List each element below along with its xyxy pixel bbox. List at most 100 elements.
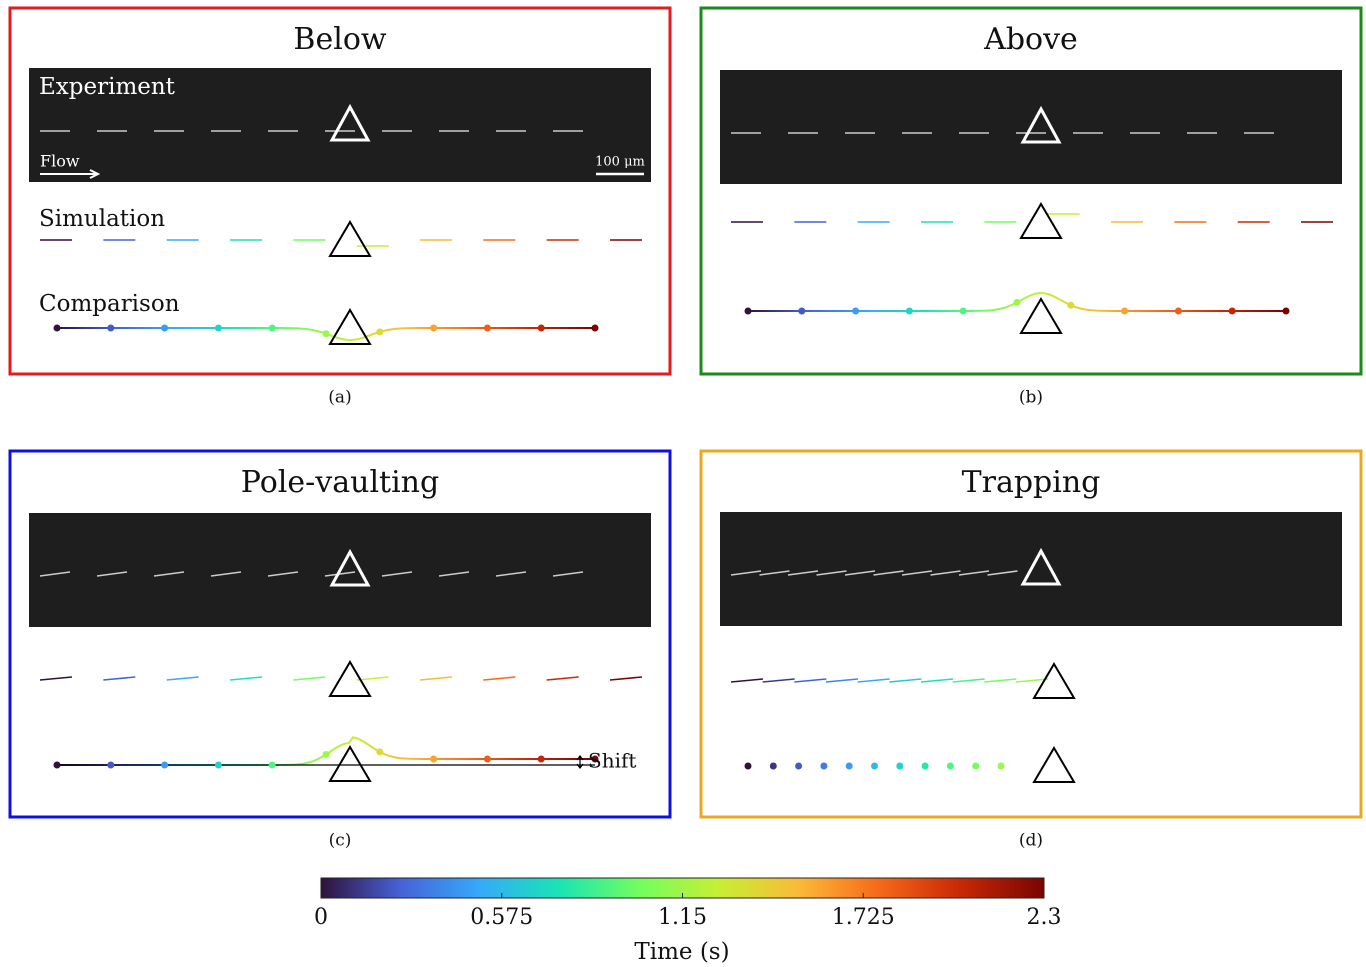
trajectory-point (1174, 307, 1182, 315)
trajectory-point (214, 324, 222, 332)
trajectory-point (537, 755, 545, 763)
trajectory-point (959, 307, 967, 315)
trajectory-point (268, 324, 276, 332)
fibre-sim (166, 676, 199, 681)
flow-label: Flow (40, 152, 80, 171)
obstacle (1032, 746, 1076, 783)
trajectory-point (322, 330, 330, 338)
fibre-sim (952, 678, 985, 683)
panel-title: Below (293, 22, 386, 57)
obstacle (1032, 662, 1076, 699)
fibre-sim (984, 678, 1017, 683)
trajectory-point (591, 324, 599, 332)
panel-frame (699, 449, 1363, 819)
fibre-image (381, 571, 413, 577)
obstacle (329, 548, 371, 587)
trajectory-point (161, 324, 169, 332)
fibre-image (210, 571, 242, 577)
trajectory-point (483, 324, 491, 332)
trajectory-point (852, 307, 860, 315)
panel: Pole-vaulting Shift (8, 449, 672, 819)
fibre-sim (857, 678, 890, 683)
fibre-sim (920, 678, 954, 683)
trajectory-point (537, 324, 545, 332)
trajectory-point (820, 762, 828, 770)
colorbar-label: Time (s) (634, 939, 729, 965)
trajectory-point (161, 761, 169, 769)
fibre-image (730, 570, 762, 576)
trajectory-point (871, 762, 878, 770)
fibre-image (552, 571, 584, 577)
fibre-sim (730, 678, 764, 683)
trajectory-point (591, 755, 599, 763)
fibre-image (438, 571, 470, 577)
shift-label: Shift (588, 749, 636, 773)
fibre-sim (794, 678, 827, 683)
fibre-image (495, 571, 527, 577)
fibre-sim (419, 676, 453, 681)
fibre-sim (229, 676, 263, 681)
flow-arrow (40, 169, 101, 179)
trajectory-point (107, 324, 115, 332)
fibre-image (39, 571, 71, 577)
fibre-image (96, 571, 128, 577)
trajectory-point (795, 762, 803, 770)
row-label: Comparison (39, 291, 180, 317)
trajectory-point (214, 761, 222, 769)
trajectory-point (430, 324, 438, 332)
obstacle (328, 660, 372, 697)
trajectory-point (798, 307, 806, 315)
trajectory-point (53, 324, 61, 332)
fibre-sim (103, 676, 136, 681)
obstacle (328, 745, 372, 782)
trajectory-point (107, 761, 115, 769)
panel-title: Pole-vaulting (241, 465, 439, 500)
fibre-sim (889, 678, 922, 683)
panel-frame (699, 6, 1363, 376)
panel-frame (8, 6, 672, 376)
colorbar-tick-label: 1.725 (832, 905, 895, 930)
panel: Trapping (699, 449, 1363, 819)
trajectory-point (322, 750, 330, 758)
fibre-image (987, 570, 1018, 576)
trajectory-point (905, 307, 913, 315)
colorbar-tick-label: 0.575 (470, 905, 533, 930)
fibre-image (324, 571, 356, 577)
trajectory-point (972, 762, 980, 770)
obstacle (329, 103, 371, 142)
trajectory-point (430, 755, 438, 763)
trajectory-point (1067, 301, 1075, 309)
fibre-image (267, 571, 299, 577)
panel-title: Above (983, 22, 1078, 57)
obstacle (1020, 547, 1062, 586)
trajectory-point (483, 755, 491, 763)
fibre-image (153, 571, 185, 577)
fibre-image (787, 570, 819, 576)
colorbar-tick-label: 1.15 (658, 905, 707, 930)
fibre-sim (39, 676, 73, 681)
trajectory-point (1013, 298, 1021, 306)
fibre-image (844, 570, 876, 576)
trajectory-point (1282, 307, 1290, 315)
fibre-sim (356, 676, 389, 681)
fibre-image (958, 570, 990, 576)
panel-caption: (c) (329, 831, 352, 851)
trajectory-point (376, 328, 384, 336)
fibre-sim (1015, 678, 1049, 683)
fibre-image (873, 570, 904, 576)
fibre-sim (825, 678, 859, 683)
trajectory-point (896, 762, 904, 770)
fibre-sim (609, 676, 643, 681)
fibre-image (930, 570, 961, 576)
obstacle (328, 220, 372, 257)
trajectory-point (997, 762, 1005, 770)
trajectory-point (744, 762, 752, 770)
trajectory-point (1228, 307, 1236, 315)
fibre-sim (546, 676, 579, 681)
trajectory-point (946, 762, 954, 770)
panel-caption: (d) (1019, 831, 1043, 851)
trajectory-point (921, 762, 929, 770)
panel-title: Trapping (962, 465, 1101, 500)
fibre-sim (483, 676, 516, 681)
